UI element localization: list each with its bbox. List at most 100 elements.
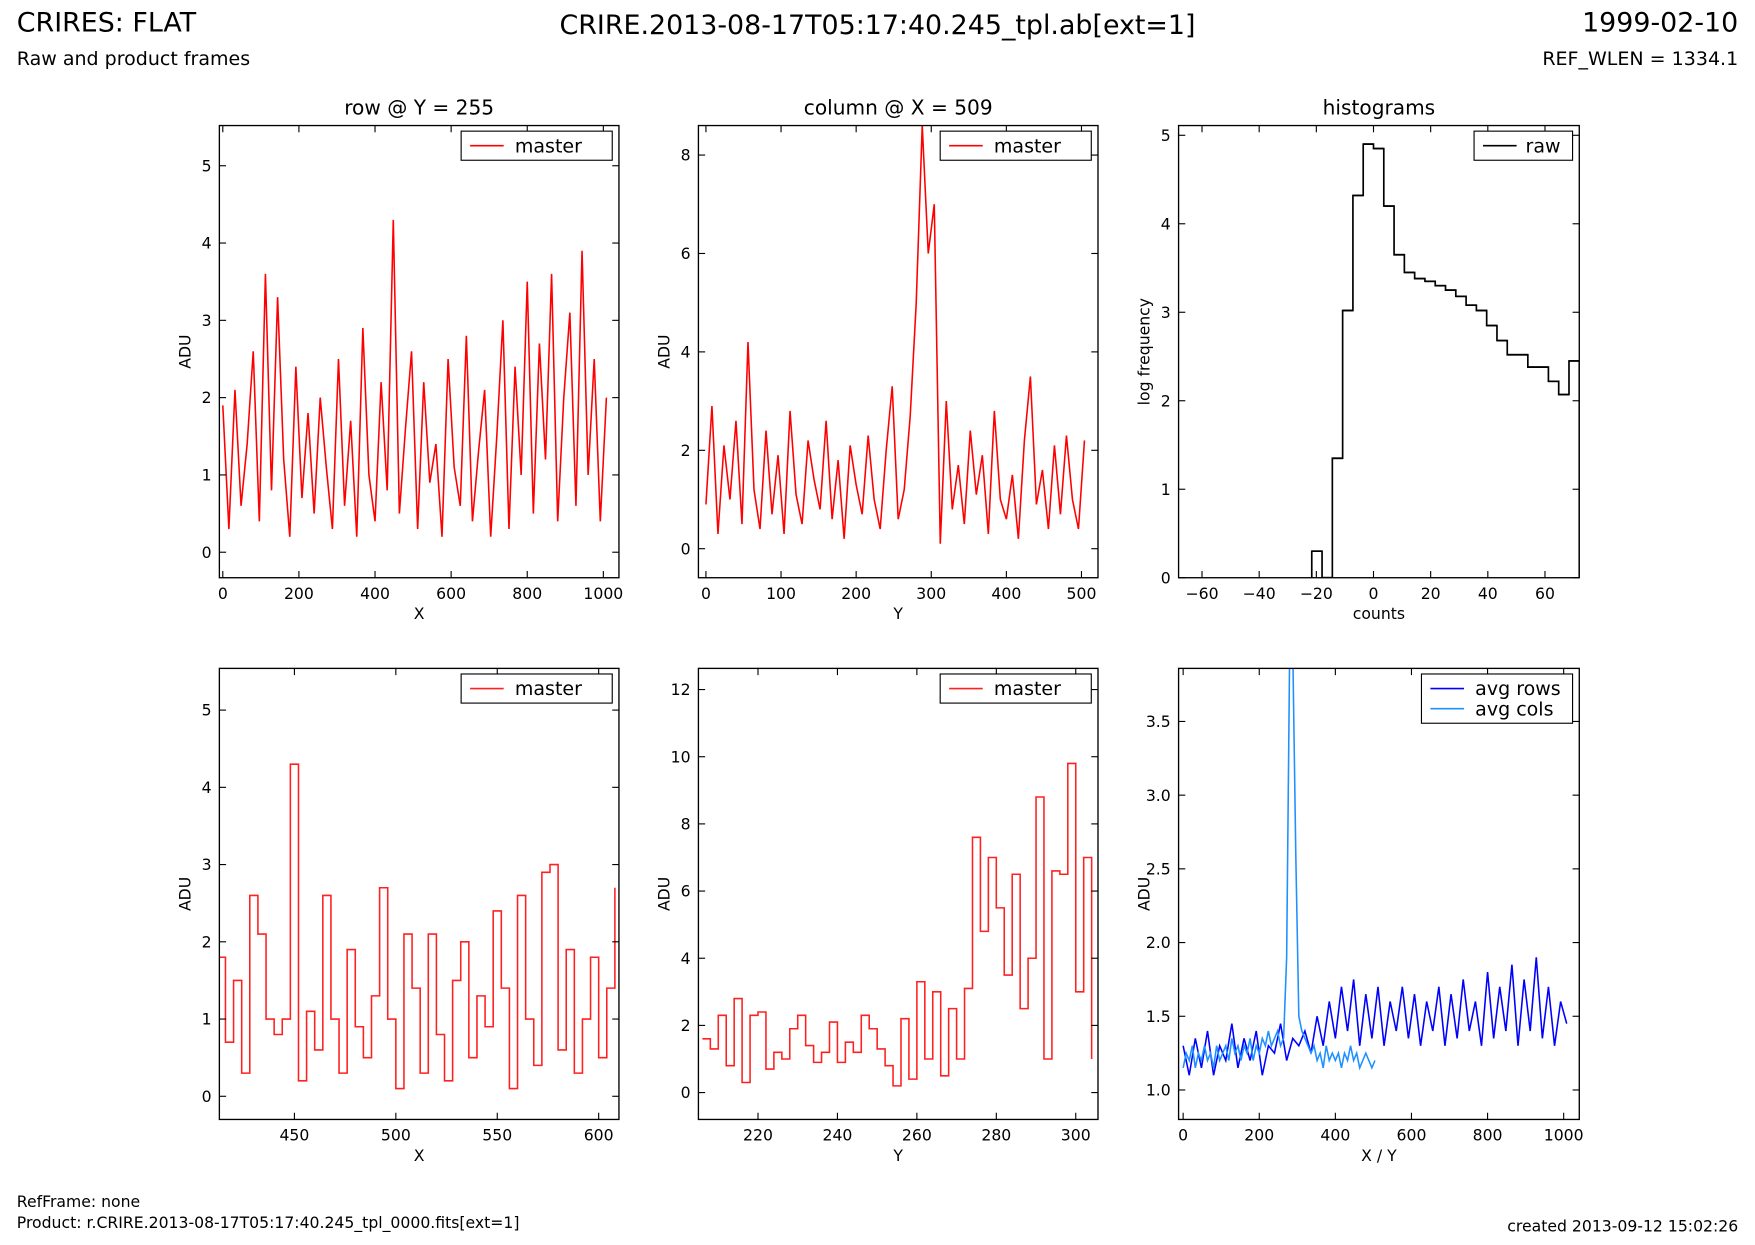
- y-tick-label: 6: [681, 244, 691, 263]
- panel-title: histograms: [1323, 95, 1436, 119]
- legend-box: [1420, 673, 1574, 724]
- y-tick-label: 0: [681, 539, 691, 558]
- legend-label: raw: [1526, 135, 1561, 157]
- series-line: [1182, 668, 1376, 1071]
- series-line: [705, 125, 1086, 544]
- y-tick-label: 4: [1161, 214, 1171, 233]
- legend-label: master: [515, 135, 582, 157]
- y-tick-label: 2: [202, 388, 212, 407]
- x-tick-label: 400: [360, 584, 390, 603]
- x-tick-label: 400: [991, 584, 1021, 603]
- created: created 2013-09-12 15:02:26: [1507, 1216, 1738, 1235]
- x-tick-label: 240: [822, 1126, 852, 1145]
- x-tick-label: 500: [381, 1126, 411, 1145]
- plot-area: [222, 219, 608, 537]
- plot-area: [1310, 143, 1580, 578]
- y-tick-label: 3: [202, 855, 212, 874]
- y-tick-label: 1: [202, 1010, 212, 1029]
- series-line: [702, 762, 1093, 1087]
- x-tick-label: −20: [1300, 584, 1333, 603]
- page-title: CRIRES: FLAT: [17, 8, 197, 39]
- y-tick-label: 0: [1161, 568, 1171, 587]
- x-axis-label: X: [414, 604, 425, 623]
- x-tick-label: 600: [1397, 1126, 1427, 1145]
- y-axis-label: ADU: [1134, 877, 1153, 911]
- y-tick-label: 3: [1161, 303, 1171, 322]
- x-tick-label: 600: [436, 584, 466, 603]
- x-tick-label: 280: [981, 1126, 1011, 1145]
- y-tick-label: 5: [1161, 126, 1171, 145]
- x-tick-label: 400: [1320, 1126, 1350, 1145]
- axes-frame: [218, 667, 620, 1121]
- y-axis-label: ADU: [654, 877, 673, 911]
- legend-label: master: [515, 678, 582, 700]
- panel-title: row @ Y = 255: [344, 95, 494, 119]
- legend-box: [460, 673, 613, 704]
- panel-title: column @ X = 509: [804, 95, 993, 119]
- y-tick-label: 4: [681, 342, 691, 361]
- series-line: [219, 763, 616, 1090]
- y-tick-label: 0: [202, 543, 212, 562]
- x-tick-label: 550: [482, 1126, 512, 1145]
- y-tick-label: 2: [1161, 391, 1171, 410]
- x-axis-label: X / Y: [1361, 1146, 1397, 1165]
- y-tick-label: 4: [681, 949, 691, 968]
- x-tick-label: 200: [1244, 1126, 1274, 1145]
- y-tick-label: 2: [681, 441, 691, 460]
- x-tick-label: 800: [512, 584, 542, 603]
- refframe: RefFrame: none: [17, 1192, 140, 1211]
- ref-wlen: REF_WLEN = 1334.1: [1542, 48, 1738, 70]
- y-tick-label: 0: [681, 1083, 691, 1102]
- x-axis-label: Y: [892, 604, 903, 623]
- y-tick-label: 4: [202, 234, 212, 253]
- x-tick-label: 500: [1067, 584, 1097, 603]
- x-tick-label: 0: [218, 584, 228, 603]
- y-tick-label: 6: [681, 882, 691, 901]
- y-tick-label: 2: [202, 932, 212, 951]
- date: 1999-02-10: [1582, 8, 1738, 39]
- x-tick-label: 450: [279, 1126, 309, 1145]
- x-tick-label: 0: [1369, 584, 1379, 603]
- x-tick-label: 300: [916, 584, 946, 603]
- y-tick-label: 1.0: [1146, 1081, 1171, 1100]
- legend-label: avg rows: [1475, 678, 1561, 700]
- y-tick-label: 5: [202, 701, 212, 720]
- y-tick-label: 2.5: [1146, 859, 1171, 878]
- x-tick-label: 60: [1535, 584, 1555, 603]
- plot-area: [1182, 668, 1568, 1076]
- y-tick-label: 2.0: [1146, 933, 1171, 952]
- axes-frame: [1177, 667, 1580, 1121]
- y-tick-label: 8: [681, 814, 691, 833]
- y-tick-label: 1: [1161, 480, 1171, 499]
- x-axis-label: X: [414, 1146, 425, 1165]
- x-tick-label: 800: [1473, 1126, 1503, 1145]
- y-tick-label: 8: [681, 146, 691, 165]
- series-line: [222, 219, 608, 537]
- axes-frame: [697, 667, 1099, 1121]
- legend-label: master: [994, 678, 1061, 700]
- y-axis-label: ADU: [654, 335, 673, 369]
- x-axis-label: Y: [892, 1146, 903, 1165]
- plot-area: [705, 125, 1086, 544]
- x-tick-label: 1000: [1544, 1126, 1584, 1145]
- legend-label: avg cols: [1475, 698, 1553, 720]
- x-tick-label: 40: [1478, 584, 1498, 603]
- y-tick-label: 0: [202, 1087, 212, 1106]
- x-tick-label: 0: [1178, 1126, 1188, 1145]
- product: Product: r.CRIRE.2013-08-17T05:17:40.245…: [17, 1213, 520, 1233]
- x-tick-label: 260: [902, 1126, 932, 1145]
- x-tick-label: 1000: [583, 584, 623, 603]
- y-axis-label: ADU: [175, 335, 194, 369]
- y-tick-label: 3.0: [1146, 786, 1171, 805]
- x-tick-label: 200: [841, 584, 871, 603]
- file-name: CRIRE.2013-08-17T05:17:40.245_tpl.ab[ext…: [560, 10, 1196, 41]
- legend-label: master: [994, 135, 1061, 157]
- x-axis-label: counts: [1353, 604, 1405, 623]
- y-tick-label: 2: [681, 1016, 691, 1035]
- x-tick-label: 600: [584, 1126, 614, 1145]
- y-tick-label: 10: [671, 747, 691, 766]
- x-tick-label: 20: [1421, 584, 1441, 603]
- x-tick-label: 300: [1061, 1126, 1091, 1145]
